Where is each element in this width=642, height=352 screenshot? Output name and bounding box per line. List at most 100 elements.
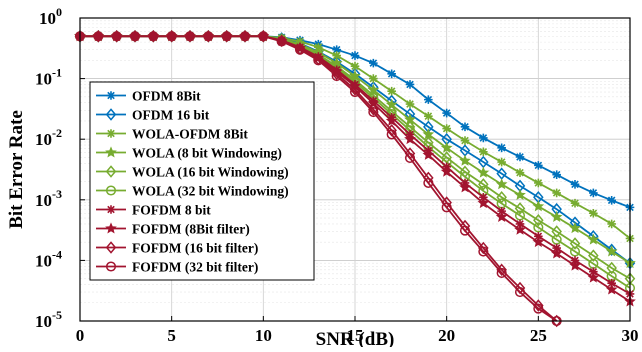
- legend-entry: FOFDM 8 bit: [96, 203, 211, 218]
- series-point: [369, 58, 378, 68]
- series-point: [533, 299, 544, 312]
- series-point: [258, 29, 269, 43]
- series-point: [459, 181, 471, 193]
- y-tick-base: 10: [35, 130, 52, 149]
- series-point: [440, 165, 453, 177]
- series-point: [534, 161, 543, 170]
- series-point: [514, 188, 526, 200]
- series-point: [569, 246, 581, 257]
- series-point: [386, 129, 397, 140]
- y-tick-label: 10-1: [35, 66, 62, 89]
- x-tick-label: 15: [347, 326, 364, 345]
- y-tick-base: 10: [35, 191, 52, 210]
- series-point: [495, 178, 508, 190]
- series-point: [258, 31, 269, 42]
- series-point: [313, 55, 324, 66]
- series-point: [607, 196, 616, 205]
- series-point: [387, 69, 396, 79]
- legend-label: OFDM 16 bit: [132, 108, 210, 123]
- series-point: [552, 170, 561, 179]
- series-point: [588, 249, 599, 262]
- y-axis-label: Bit Error Rate: [6, 110, 27, 229]
- series-point: [532, 200, 545, 212]
- series-point: [404, 133, 416, 145]
- series-point: [587, 271, 600, 283]
- series-point: [166, 29, 177, 43]
- legend-marker: [105, 185, 117, 196]
- series-point: [589, 188, 598, 198]
- series-point: [129, 29, 141, 43]
- series-point: [350, 51, 360, 60]
- legend-entry: WOLA (32 bit Windowing): [96, 184, 289, 199]
- series-point: [239, 31, 251, 42]
- series-point: [367, 97, 380, 109]
- series-point: [496, 263, 507, 277]
- legend-box: [89, 81, 315, 281]
- y-tick-label: 10-2: [35, 126, 62, 149]
- series-point: [533, 222, 544, 233]
- legend-marker: [105, 165, 117, 178]
- y-tick-exponent: -1: [52, 66, 62, 80]
- series-point: [514, 223, 526, 235]
- series-point: [424, 111, 433, 121]
- series-point: [550, 210, 563, 222]
- series-point: [349, 83, 361, 96]
- legend-entry: WOLA-OFDM 8Bit: [96, 127, 248, 142]
- legend-entry: FOFDM (32 bit filter): [96, 260, 258, 275]
- legend-marker: [106, 129, 116, 138]
- series-point: [606, 243, 617, 256]
- x-tick-label: 30: [622, 326, 639, 345]
- legend-marker: [105, 261, 117, 272]
- y-tick-base: 10: [35, 312, 52, 331]
- series-point: [478, 246, 489, 257]
- legend-marker: [105, 241, 117, 254]
- series-point: [478, 178, 489, 191]
- legend-marker: [105, 146, 117, 158]
- series-point: [533, 303, 544, 314]
- y-tick-label: 10-5: [35, 308, 62, 331]
- y-tick-exponent: -5: [52, 308, 62, 322]
- legend-label: FOFDM 8 bit: [132, 203, 211, 218]
- series-point: [477, 166, 490, 178]
- series-line: [80, 35, 558, 322]
- series-point: [497, 143, 506, 153]
- series-point: [203, 31, 214, 42]
- series-point: [350, 61, 360, 71]
- legend-entry: FOFDM (16 bit filter): [96, 241, 258, 256]
- series-point: [607, 219, 616, 229]
- series-point: [570, 198, 580, 208]
- series-point: [276, 36, 287, 47]
- series-point: [495, 210, 508, 222]
- series-point: [570, 180, 580, 189]
- legend-label: WOLA (16 bit Windowing): [132, 165, 289, 180]
- series-point: [440, 141, 453, 153]
- y-tick-exponent: 0: [56, 5, 62, 19]
- series-point: [551, 225, 562, 238]
- series-point: [515, 152, 525, 162]
- series-point: [332, 45, 341, 54]
- series-point: [442, 108, 451, 118]
- legend-label: FOFDM (16 bit filter): [132, 241, 258, 256]
- series-point: [552, 188, 561, 198]
- series-point: [497, 157, 506, 167]
- series-point: [166, 31, 177, 42]
- series-point: [532, 236, 545, 248]
- legend-entry: OFDM 16 bit: [96, 108, 210, 123]
- series-point: [569, 259, 581, 271]
- series-point: [203, 29, 214, 43]
- legend-marker: [105, 108, 117, 121]
- series-point: [606, 261, 617, 275]
- series-point: [515, 168, 525, 178]
- series-point: [478, 241, 489, 255]
- legend-label: OFDM 8Bit: [132, 89, 201, 104]
- legend-label: FOFDM (8Bit filter): [132, 222, 250, 237]
- legend-marker: [106, 91, 116, 100]
- series-point: [587, 233, 600, 245]
- series-point: [607, 278, 616, 288]
- series-point: [422, 148, 435, 160]
- series-point: [569, 222, 581, 234]
- legend-entry: OFDM 8Bit: [96, 89, 201, 104]
- series-point: [93, 29, 104, 43]
- series-point: [111, 31, 122, 42]
- x-tick-label: 0: [76, 326, 85, 345]
